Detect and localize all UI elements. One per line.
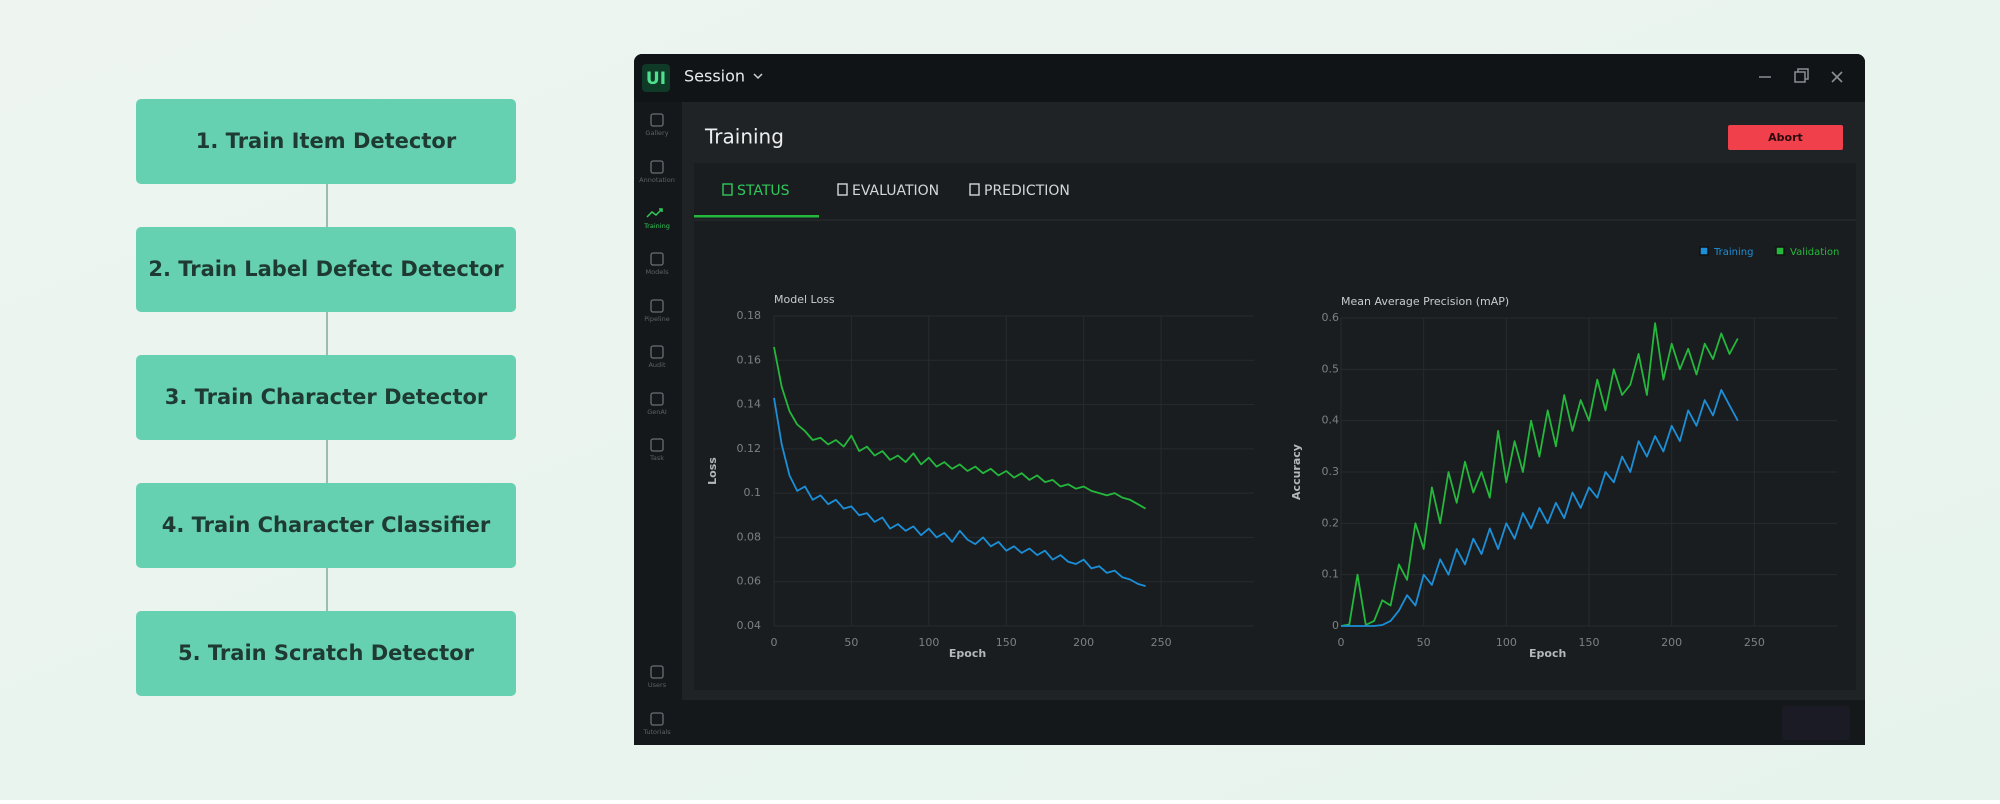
y-tick-label: 0.3 bbox=[1322, 465, 1340, 478]
y-tick-label: 0.06 bbox=[737, 575, 762, 588]
close[interactable] bbox=[1831, 71, 1843, 83]
y-tick-label: 0.12 bbox=[737, 442, 762, 455]
x-tick-label: 250 bbox=[1151, 636, 1172, 649]
session-name[interactable]: Session bbox=[684, 67, 745, 86]
logo-box bbox=[642, 64, 670, 92]
side-label[interactable]: Annotation bbox=[639, 176, 675, 184]
tabs: STATUS EVALUATION PREDICTION bbox=[722, 183, 1070, 199]
x-axis-label: Epoch bbox=[949, 647, 986, 660]
step-label: 2. Train Label Defetc Detector bbox=[148, 257, 504, 281]
tab-label[interactable]: EVALUATION bbox=[852, 183, 939, 199]
side-icon[interactable] bbox=[650, 392, 664, 406]
y-tick-label: 0.1 bbox=[744, 486, 762, 499]
step-label: 4. Train Character Classifier bbox=[162, 513, 491, 537]
step-label: 3. Train Character Detector bbox=[165, 385, 488, 409]
side-icon[interactable] bbox=[650, 712, 664, 726]
x-tick-label: 200 bbox=[1661, 636, 1682, 649]
tab-underline bbox=[694, 215, 819, 218]
y-axis-label: Loss bbox=[706, 457, 719, 485]
side-label[interactable]: Training bbox=[643, 222, 670, 230]
legend-swatch bbox=[1775, 246, 1785, 256]
legend-label: Validation bbox=[1790, 247, 1839, 258]
side-icon[interactable] bbox=[650, 665, 664, 679]
step-box bbox=[136, 483, 516, 568]
legend-swatch bbox=[1699, 246, 1709, 256]
x-tick-label: 250 bbox=[1744, 636, 1765, 649]
abort-button[interactable] bbox=[1728, 125, 1843, 150]
series-line bbox=[773, 346, 1147, 510]
step-box bbox=[136, 99, 516, 184]
side-icon[interactable] bbox=[650, 345, 664, 359]
side-icon[interactable] bbox=[650, 160, 664, 174]
footer-button bbox=[1782, 706, 1850, 740]
series-line bbox=[1341, 389, 1739, 627]
step-box bbox=[136, 611, 516, 696]
y-tick-label: 0.04 bbox=[737, 619, 762, 632]
logo: UI bbox=[646, 69, 666, 89]
step-box bbox=[136, 355, 516, 440]
sidebar-items: Gallery Annotation Training Models Pipeline A… bbox=[639, 113, 675, 736]
tab-label[interactable]: STATUS bbox=[737, 183, 790, 199]
y-tick-label: 0.14 bbox=[737, 398, 762, 411]
y-tick-label: 0.4 bbox=[1322, 414, 1340, 427]
x-tick-label: 100 bbox=[1496, 636, 1517, 649]
footer-bar bbox=[682, 700, 1865, 745]
charts: 0.04 0.06 0.08 0.1 0.12 0.14 0.16 0.18 0 50 100 150… bbox=[706, 293, 1837, 660]
session-dropdown[interactable] bbox=[753, 73, 763, 80]
x-axis-label: Epoch bbox=[1529, 647, 1566, 660]
x-tick-label: 100 bbox=[918, 636, 939, 649]
title-bar bbox=[634, 54, 1865, 102]
side-icon[interactable] bbox=[646, 208, 663, 218]
tab-label[interactable]: PREDICTION bbox=[984, 183, 1070, 199]
x-tick-label: 150 bbox=[996, 636, 1017, 649]
step-box bbox=[136, 227, 516, 312]
x-tick-label: 50 bbox=[1417, 636, 1431, 649]
series-line bbox=[773, 397, 1146, 587]
side-label[interactable]: Task bbox=[649, 454, 664, 462]
chart-title: Mean Average Precision (mAP) bbox=[1341, 295, 1509, 308]
restore-back bbox=[1797, 68, 1809, 80]
y-axis-label: Accuracy bbox=[1290, 444, 1303, 500]
side-icon[interactable] bbox=[650, 438, 664, 452]
y-tick-label: 0.5 bbox=[1322, 362, 1340, 375]
side-label[interactable]: Models bbox=[646, 268, 670, 276]
legend-label: Training bbox=[1713, 247, 1753, 258]
x-tick-label: 0 bbox=[1338, 636, 1345, 649]
sidebar bbox=[634, 102, 682, 745]
side-icon[interactable] bbox=[650, 252, 664, 266]
side-icon[interactable] bbox=[650, 299, 664, 313]
y-tick-label: 0.08 bbox=[737, 530, 762, 543]
x-tick-label: 0 bbox=[771, 636, 778, 649]
side-label[interactable]: Pipeline bbox=[644, 315, 669, 323]
side-label[interactable]: Tutorials bbox=[642, 728, 671, 736]
y-tick-label: 0.18 bbox=[737, 309, 762, 322]
chart-title: Model Loss bbox=[774, 293, 835, 306]
y-tick-label: 0.1 bbox=[1322, 568, 1340, 581]
step-label: 5. Train Scratch Detector bbox=[178, 641, 475, 665]
y-tick-label: 0.6 bbox=[1322, 311, 1340, 324]
step-label: 1. Train Item Detector bbox=[196, 129, 457, 153]
tab-icon[interactable] bbox=[969, 183, 980, 196]
y-tick-label: 0.2 bbox=[1322, 516, 1340, 529]
x-tick-label: 200 bbox=[1073, 636, 1094, 649]
side-label[interactable]: Gallery bbox=[645, 129, 668, 137]
pipeline: 1. Train Item Detector 2. Train Label Def… bbox=[136, 99, 516, 696]
y-tick-label: 0.16 bbox=[737, 353, 762, 366]
legend: Training Validation bbox=[1699, 246, 1839, 258]
side-label[interactable]: GenAI bbox=[647, 408, 667, 416]
x-tick-label: 150 bbox=[1579, 636, 1600, 649]
abort-label[interactable]: Abort bbox=[1768, 131, 1803, 144]
x-tick-label: 50 bbox=[844, 636, 858, 649]
page-title: Training bbox=[704, 125, 784, 149]
side-icon[interactable] bbox=[650, 113, 664, 127]
restore[interactable] bbox=[1794, 71, 1806, 83]
y-tick-label: 0 bbox=[1332, 619, 1339, 632]
tab-icon[interactable] bbox=[722, 183, 733, 196]
series-line bbox=[1340, 322, 1739, 627]
side-label[interactable]: Users bbox=[648, 681, 667, 689]
panel bbox=[694, 163, 1856, 690]
tab-icon[interactable] bbox=[837, 183, 848, 196]
side-label[interactable]: Audit bbox=[648, 361, 665, 369]
